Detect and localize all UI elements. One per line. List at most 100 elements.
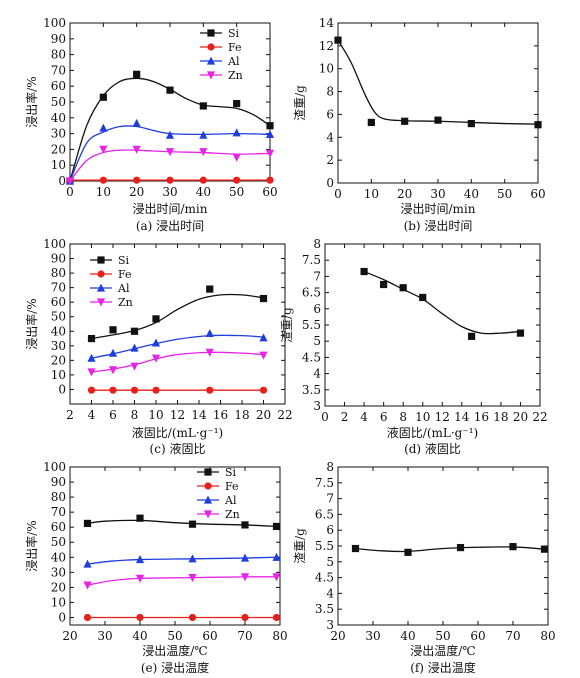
plot-frame <box>69 243 286 405</box>
chart-panel-2: 2 4 6 8 10 12 14 16 18 20 220102030405060708090100… <box>24 237 293 456</box>
legend-marker <box>97 270 105 278</box>
x-tick-label: 50 <box>497 187 512 201</box>
data-point <box>152 386 160 394</box>
data-point <box>136 514 144 522</box>
y-tick-label: 6 <box>326 107 334 121</box>
panel-caption: (e) 浸出温度 <box>141 660 209 675</box>
y-tick-label: 10 <box>51 158 66 172</box>
x-tick-label: 30 <box>97 629 112 643</box>
y-tick-label: 40 <box>51 324 66 338</box>
y-tick-label: 7 <box>313 269 321 283</box>
legend-label: Si <box>225 466 237 479</box>
data-point <box>130 327 139 335</box>
x-tick-label: 12 <box>170 408 185 422</box>
data-point <box>367 118 375 127</box>
data-point <box>266 122 274 130</box>
x-tick-label: 30 <box>430 187 445 201</box>
legend-marker <box>204 468 212 476</box>
data-point <box>108 366 118 375</box>
x-tick-label: 2 <box>66 408 74 422</box>
chart-panel-4: 20 30 40 50 60 70 800102030405060708090100浸出温度… <box>24 460 288 675</box>
y-axis-label: 浸出率/% <box>24 298 39 349</box>
x-axis-label: 浸出时间/min <box>401 202 476 216</box>
data-point <box>467 332 476 340</box>
y-axis-label: 渣重/g <box>293 85 307 121</box>
x-tick-label: 4 <box>360 410 368 424</box>
series-line <box>87 556 277 565</box>
legend-marker <box>206 71 216 80</box>
x-tick-label: 22 <box>532 410 547 424</box>
x-tick-label: 80 <box>272 629 287 643</box>
series-si <box>66 70 274 185</box>
x-tick-label: 60 <box>202 629 217 643</box>
plot-frame <box>69 466 281 626</box>
series-fe <box>87 386 268 394</box>
y-tick-label: 7.5 <box>315 476 334 490</box>
y-tick-label: 0 <box>326 176 334 190</box>
x-tick-label: 20 <box>397 187 412 201</box>
data-point <box>83 613 92 622</box>
data-point <box>467 119 475 128</box>
y-tick-label: 6 <box>326 523 334 537</box>
y-tick-label: 6.5 <box>302 286 321 300</box>
y-tick-label: 3.5 <box>302 383 321 397</box>
y-tick-label: 70 <box>51 505 66 519</box>
series-line <box>87 576 277 586</box>
x-tick-label: 40 <box>196 185 211 199</box>
x-tick-label: 14 <box>454 410 470 424</box>
x-tick-label: 40 <box>132 629 147 643</box>
data-point <box>516 329 525 337</box>
legend-label: Al <box>224 494 237 507</box>
y-tick-label: 100 <box>43 237 66 251</box>
legend-marker <box>203 510 213 519</box>
data-point <box>404 548 412 556</box>
data-point <box>99 145 108 154</box>
plot-frame <box>324 243 541 407</box>
legend-marker <box>96 283 106 292</box>
panel-caption: (a) 浸出时间 <box>136 219 204 233</box>
data-point <box>132 145 141 154</box>
y-tick-label: 80 <box>51 48 66 62</box>
series-al <box>83 552 281 568</box>
series-0 <box>351 543 549 556</box>
data-point <box>132 118 141 127</box>
legend-marker <box>204 482 212 490</box>
y-axis-label: 浸出率/% <box>24 76 39 127</box>
data-point <box>205 348 214 357</box>
data-point <box>188 574 197 582</box>
data-point <box>232 153 241 162</box>
data-point <box>65 177 75 186</box>
series-line <box>337 39 539 125</box>
data-point <box>259 294 268 303</box>
x-tick-label: 40 <box>400 629 415 643</box>
x-tick-label: 50 <box>435 629 450 643</box>
y-tick-label: 40 <box>51 550 66 564</box>
data-point <box>188 554 197 563</box>
data-point <box>130 386 139 394</box>
y-tick-label: 40 <box>51 111 66 125</box>
legend-marker <box>206 56 216 65</box>
x-tick-label: 80 <box>540 629 555 643</box>
x-tick-label: 30 <box>162 185 177 199</box>
series-si <box>83 514 281 531</box>
chart-panel-1: 0 10 20 30 40 50 60 0 2 4 6 8 10 12 14 浸出时间/min 渣重/g (b) … <box>293 16 546 233</box>
data-point <box>259 386 268 394</box>
series-zn <box>83 573 281 590</box>
data-point <box>360 267 368 276</box>
data-point <box>401 117 409 125</box>
x-axis-label: 浸出温度/℃ <box>142 643 207 658</box>
legend-label: Zn <box>228 69 243 82</box>
y-tick-label: 50 <box>51 535 66 549</box>
x-tick-label: 0 <box>321 410 329 424</box>
y-tick-label: 10 <box>319 62 334 76</box>
y-tick-label: 0 <box>58 174 66 188</box>
y-tick-label: 5.5 <box>302 318 321 332</box>
x-tick-label: 20 <box>513 410 528 424</box>
series-line <box>91 293 264 340</box>
x-tick-label: 8 <box>399 410 407 424</box>
y-tick-label: 50 <box>51 310 66 324</box>
series-al <box>65 118 275 185</box>
data-point <box>259 333 268 342</box>
data-point <box>152 315 160 323</box>
